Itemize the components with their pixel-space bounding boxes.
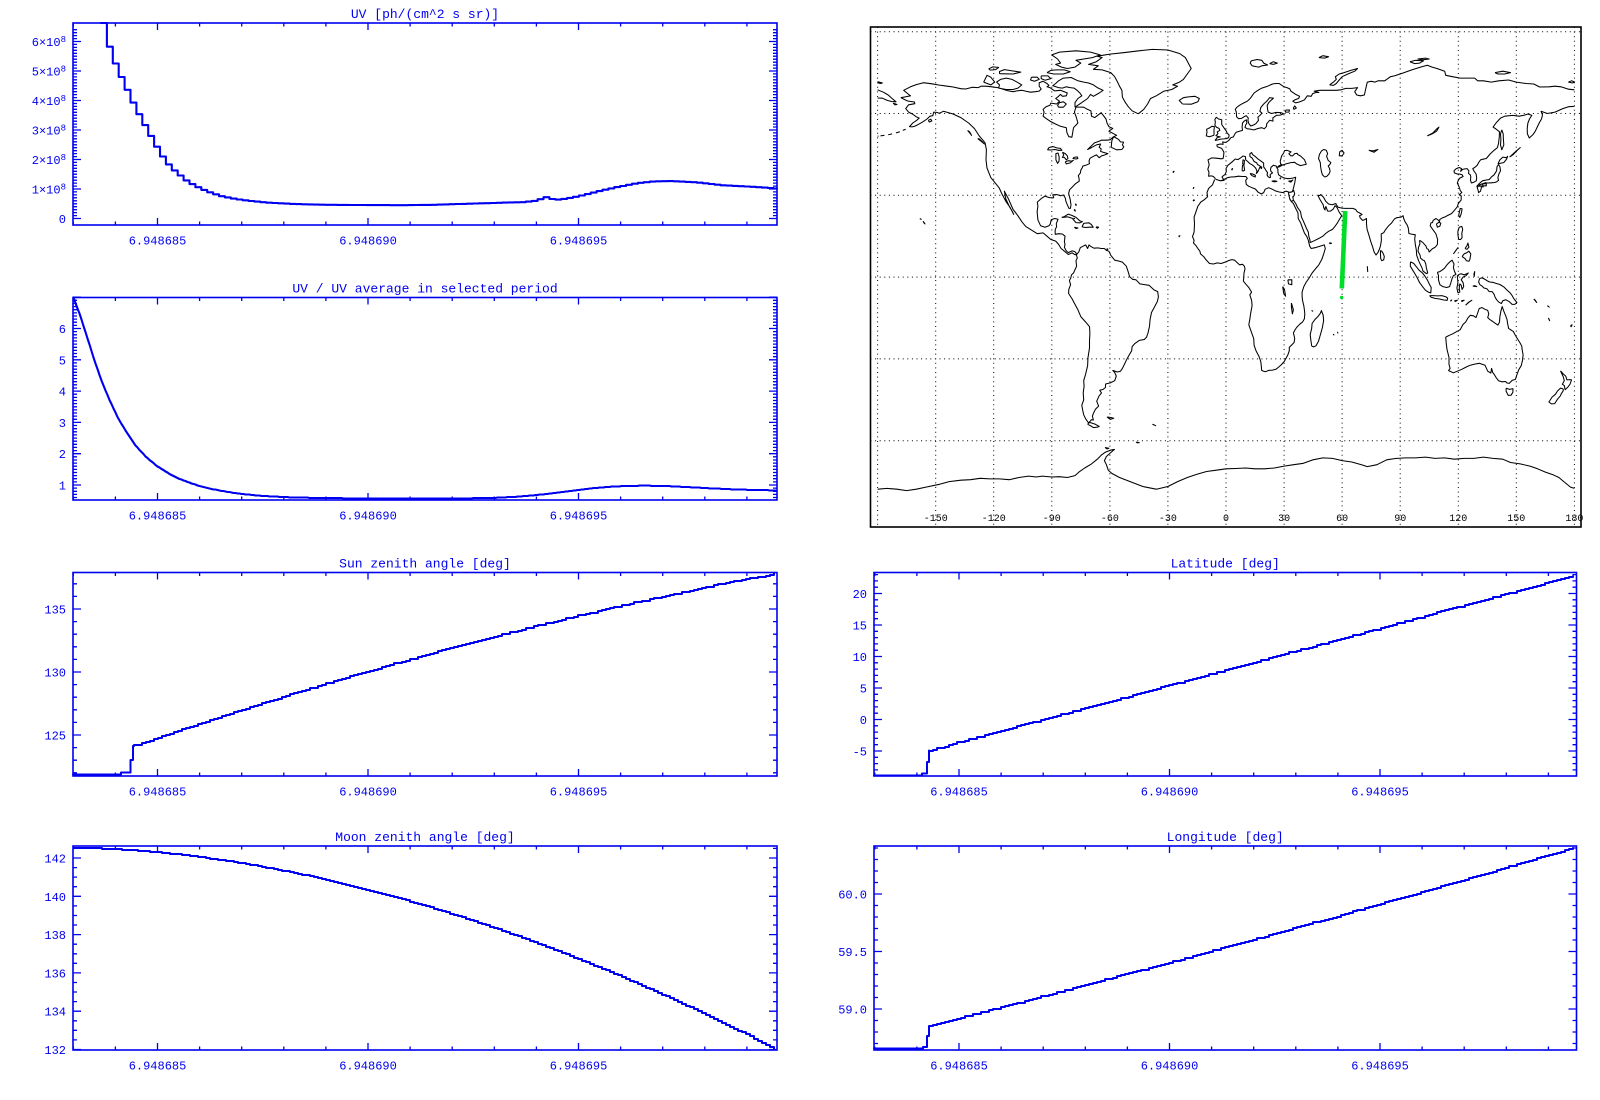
svg-text:0: 0 [59, 213, 66, 227]
svg-text:-30: -30 [1159, 514, 1177, 525]
svg-text:6.948685: 6.948685 [129, 1060, 187, 1074]
svg-text:6.948685: 6.948685 [129, 786, 187, 800]
svg-text:1×108: 1×108 [32, 183, 66, 198]
svg-text:3: 3 [59, 417, 66, 431]
svg-text:6.948695: 6.948695 [1351, 1060, 1409, 1074]
svg-text:-60: -60 [1101, 514, 1119, 525]
svg-text:140: 140 [44, 891, 66, 905]
svg-text:-120: -120 [982, 514, 1006, 525]
svg-text:6.948695: 6.948695 [1351, 786, 1409, 800]
svg-text:6.948695: 6.948695 [550, 786, 608, 800]
svg-text:6.948685: 6.948685 [129, 510, 187, 524]
svg-text:5: 5 [59, 354, 66, 368]
svg-text:30: 30 [1278, 514, 1290, 525]
svg-text:6.948695: 6.948695 [550, 510, 608, 524]
svg-text:0: 0 [1223, 514, 1229, 525]
svg-text:6.948690: 6.948690 [339, 235, 397, 249]
svg-text:4×108: 4×108 [32, 94, 66, 109]
svg-text:132: 132 [44, 1044, 66, 1058]
svg-text:6.948685: 6.948685 [930, 786, 988, 800]
svg-text:5×108: 5×108 [32, 65, 66, 80]
svg-text:2×108: 2×108 [32, 153, 66, 168]
svg-text:10: 10 [853, 651, 867, 665]
svg-text:6.948695: 6.948695 [550, 235, 608, 249]
svg-text:4: 4 [59, 386, 66, 400]
svg-text:6.948690: 6.948690 [339, 1060, 397, 1074]
svg-text:59.0: 59.0 [838, 1004, 867, 1018]
svg-text:UV / UV average in selected pe: UV / UV average in selected period [292, 282, 557, 297]
svg-text:6.948685: 6.948685 [930, 1060, 988, 1074]
svg-text:-150: -150 [924, 514, 948, 525]
svg-text:136: 136 [44, 967, 66, 981]
svg-text:60.0: 60.0 [838, 889, 867, 903]
svg-text:Sun zenith angle [deg]: Sun zenith angle [deg] [339, 557, 511, 572]
svg-text:2: 2 [59, 448, 66, 462]
svg-text:6.948690: 6.948690 [1141, 786, 1199, 800]
svg-text:15: 15 [853, 620, 867, 634]
svg-text:120: 120 [1449, 514, 1467, 525]
svg-text:138: 138 [44, 929, 66, 943]
svg-text:90: 90 [1394, 514, 1406, 525]
svg-text:6.948695: 6.948695 [550, 1060, 608, 1074]
svg-text:6.948690: 6.948690 [1141, 1060, 1199, 1074]
svg-text:-5: -5 [853, 746, 867, 760]
svg-text:6×108: 6×108 [32, 35, 66, 50]
svg-text:180: 180 [1565, 514, 1583, 525]
svg-text:-90: -90 [1043, 514, 1061, 525]
svg-text:Longitude [deg]: Longitude [deg] [1167, 830, 1284, 845]
svg-text:5: 5 [860, 683, 867, 697]
svg-text:6.948685: 6.948685 [129, 235, 187, 249]
svg-text:1: 1 [59, 480, 66, 494]
svg-text:130: 130 [44, 667, 66, 681]
svg-text:6.948690: 6.948690 [339, 510, 397, 524]
svg-text:150: 150 [1507, 514, 1525, 525]
svg-text:135: 135 [44, 604, 66, 618]
svg-text:59.5: 59.5 [838, 946, 867, 960]
svg-text:UV [ph/(cm^2 s sr)]: UV [ph/(cm^2 s sr)] [351, 7, 499, 22]
svg-text:125: 125 [44, 730, 66, 744]
svg-text:0: 0 [860, 714, 867, 728]
svg-text:3×108: 3×108 [32, 124, 66, 139]
svg-text:6: 6 [59, 323, 66, 337]
svg-text:60: 60 [1336, 514, 1348, 525]
svg-text:142: 142 [44, 853, 66, 867]
svg-text:6.948690: 6.948690 [339, 786, 397, 800]
svg-text:Latitude [deg]: Latitude [deg] [1171, 557, 1280, 572]
svg-text:134: 134 [44, 1006, 66, 1020]
svg-text:20: 20 [853, 588, 867, 602]
svg-text:Moon zenith angle [deg]: Moon zenith angle [deg] [335, 830, 514, 845]
